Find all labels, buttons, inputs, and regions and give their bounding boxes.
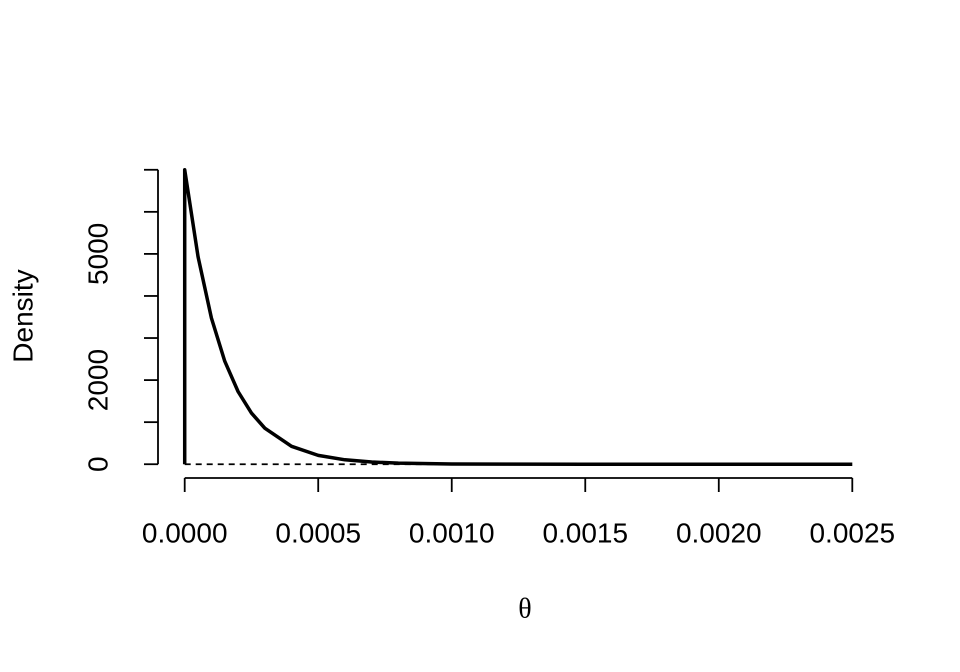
series-line — [182, 168, 853, 466]
x-tick-label: 0.0000 — [142, 517, 228, 548]
x-tick-label: 0.0010 — [409, 517, 495, 548]
y-tick-label: 0 — [82, 456, 113, 472]
y-tick-label: 5000 — [82, 223, 113, 285]
x-axis-label: θ — [518, 593, 531, 624]
y-tick-label: 2000 — [82, 349, 113, 411]
x-tick-label: 0.0020 — [676, 517, 762, 548]
x-tick-label: 0.0005 — [275, 517, 361, 548]
x-tick-label: 0.0015 — [542, 517, 628, 548]
y-axis-label: Density — [7, 269, 38, 362]
x-tick-label: 0.0025 — [809, 517, 895, 548]
